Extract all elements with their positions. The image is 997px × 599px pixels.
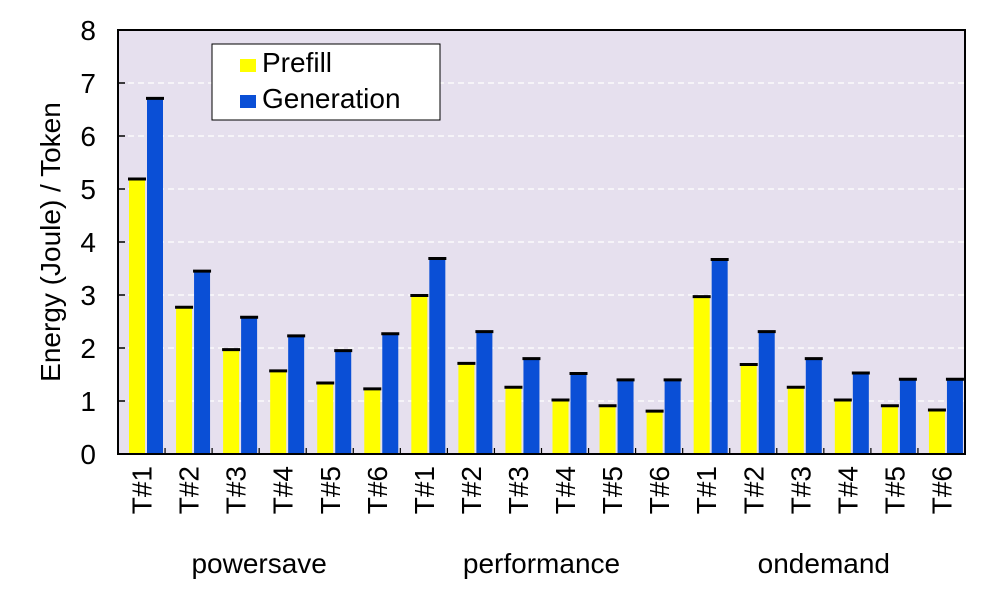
bar-prefill-ondemand-2 xyxy=(740,364,757,454)
bar-generation-performance-6 xyxy=(664,380,681,454)
x-tick-label: T#2 xyxy=(456,466,487,514)
y-tick-label: 3 xyxy=(80,280,96,311)
bar-prefill-ondemand-6 xyxy=(928,410,945,454)
x-tick-label: T#6 xyxy=(926,466,957,514)
y-tick-label: 2 xyxy=(80,333,96,364)
legend: Prefill Generation xyxy=(211,43,441,121)
x-tick-label: T#2 xyxy=(738,466,769,514)
x-tick-label: T#1 xyxy=(409,466,440,514)
x-tick-label: T#5 xyxy=(315,466,346,514)
grid-lines xyxy=(118,82,965,402)
legend-box xyxy=(211,43,441,121)
bar-prefill-ondemand-4 xyxy=(834,400,851,454)
bar-generation-ondemand-4 xyxy=(852,373,869,454)
bar-prefill-performance-1 xyxy=(411,296,428,454)
bar-generation-ondemand-2 xyxy=(758,332,775,454)
y-axis-label: Energy (Joule) / Token xyxy=(35,102,66,382)
legend-swatch-generation xyxy=(240,95,256,108)
bars xyxy=(128,96,964,455)
y-tick-label: 5 xyxy=(80,174,96,205)
bar-generation-powersave-3 xyxy=(241,317,258,454)
y-axis-ticks: 0 1 2 3 4 5 6 7 8 xyxy=(80,15,125,470)
x-tick-label: T#4 xyxy=(268,466,299,514)
legend-label-prefill: Prefill xyxy=(262,47,332,78)
bar-prefill-powersave-1 xyxy=(129,179,145,454)
y-tick-label: 1 xyxy=(80,386,96,417)
x-tick-label: T#3 xyxy=(221,466,252,514)
bar-generation-ondemand-6 xyxy=(946,379,963,454)
bar-prefill-performance-2 xyxy=(458,363,475,454)
bar-generation-powersave-4 xyxy=(288,336,305,454)
bar-prefill-powersave-4 xyxy=(270,371,287,454)
y-tick-label: 7 xyxy=(80,68,96,99)
bar-prefill-powersave-6 xyxy=(364,389,381,454)
x-tick-label: T#3 xyxy=(785,466,816,514)
x-tick-label: T#1 xyxy=(127,466,158,514)
bar-prefill-powersave-2 xyxy=(176,307,193,454)
bar-generation-performance-2 xyxy=(476,332,493,454)
bar-generation-powersave-6 xyxy=(382,334,399,454)
bar-generation-powersave-1 xyxy=(147,98,163,455)
bar-generation-ondemand-3 xyxy=(805,359,822,454)
group-labels: powersave performance ondemand xyxy=(191,548,890,579)
legend-swatch-prefill xyxy=(240,59,256,72)
x-tick-label: T#5 xyxy=(597,466,628,514)
y-tick-label: 6 xyxy=(80,121,96,152)
y-tick-label: 0 xyxy=(80,439,96,470)
bar-prefill-ondemand-3 xyxy=(787,387,804,454)
bar-prefill-powersave-5 xyxy=(317,383,334,454)
bar-generation-ondemand-1 xyxy=(711,260,728,454)
bar-generation-performance-3 xyxy=(523,359,540,454)
bar-generation-performance-4 xyxy=(570,373,587,454)
bar-generation-performance-1 xyxy=(429,258,446,454)
x-tick-label: T#1 xyxy=(691,466,722,514)
bar-prefill-performance-4 xyxy=(552,400,569,454)
group-label-ondemand: ondemand xyxy=(758,548,890,579)
legend-label-generation: Generation xyxy=(262,83,401,114)
x-tick-label: T#5 xyxy=(879,466,910,514)
x-tick-label: T#6 xyxy=(644,466,675,514)
bar-generation-powersave-2 xyxy=(194,271,211,454)
bar-prefill-ondemand-5 xyxy=(881,406,898,454)
bar-prefill-performance-6 xyxy=(646,411,663,454)
x-tick-label: T#4 xyxy=(550,466,581,514)
group-label-performance: performance xyxy=(463,548,620,579)
x-tick-label: T#6 xyxy=(362,466,393,514)
bar-prefill-powersave-3 xyxy=(223,350,240,454)
bar-prefill-performance-5 xyxy=(599,406,616,454)
group-label-powersave: powersave xyxy=(191,548,326,579)
bar-generation-powersave-5 xyxy=(335,351,352,454)
y-tick-label: 8 xyxy=(80,15,96,46)
x-tick-label: T#4 xyxy=(832,466,863,514)
x-tick-label: T#3 xyxy=(503,466,534,514)
x-axis-ticks: T#1 T#2 T#3 T#4 T#5 T#6 T#1 T#2 T#3 T#4 T#5 T#6 T#1 T… xyxy=(127,448,966,514)
x-tick-label: T#2 xyxy=(174,466,205,514)
bar-prefill-performance-3 xyxy=(505,387,522,454)
bar-generation-ondemand-5 xyxy=(899,379,916,454)
bar-generation-performance-5 xyxy=(617,380,634,454)
bar-prefill-ondemand-1 xyxy=(693,297,710,454)
y-tick-label: 4 xyxy=(80,227,96,258)
